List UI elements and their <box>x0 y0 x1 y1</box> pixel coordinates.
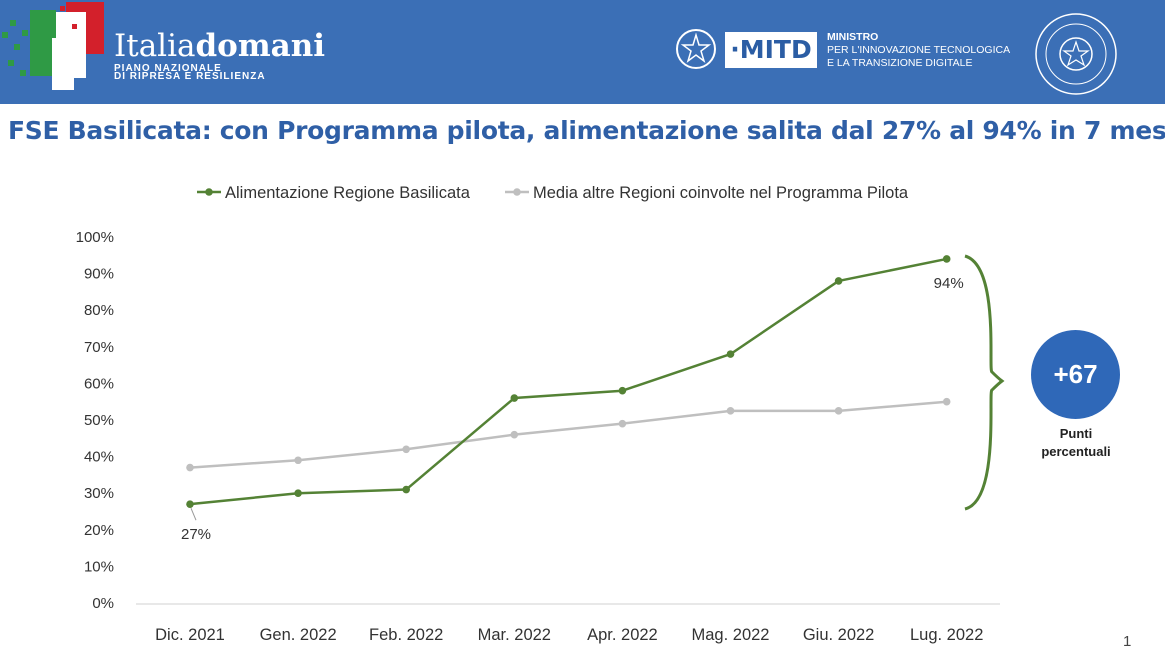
data-point <box>510 430 519 439</box>
data-label: 27% <box>181 526 211 543</box>
annotation-leader <box>190 507 197 521</box>
legend-swatch-marker <box>205 188 213 196</box>
delta-badge-caption: Punti percentuali <box>1026 425 1126 461</box>
x-tick-label: Giu. 2022 <box>803 626 875 644</box>
ministry-line-1: PER L'INNOVAZIONE TECNOLOGICA <box>827 44 1011 56</box>
chart-legend: Alimentazione Regione Basilicata Media al… <box>197 184 909 202</box>
series-1 <box>186 397 951 472</box>
header-bar: Italiadomani PIANO NAZIONALE DI RIPRESA … <box>0 0 1165 104</box>
y-tick-label: 10% <box>84 558 114 575</box>
data-point <box>726 350 735 358</box>
data-label: 94% <box>934 275 964 292</box>
delta-caption-line-2: percentuali <box>1041 444 1111 459</box>
y-tick-label: 50% <box>84 412 114 429</box>
y-tick-label: 80% <box>84 302 114 319</box>
legend-item: Alimentazione Regione Basilicata <box>197 184 471 202</box>
data-point <box>726 407 735 415</box>
data-point <box>618 419 627 428</box>
legend-swatch-marker <box>513 188 521 196</box>
data-point <box>618 386 627 395</box>
x-tick-label: Gen. 2022 <box>260 626 337 644</box>
legend-label: Media altre Regioni coinvolte nel Progra… <box>533 184 909 202</box>
data-point <box>402 445 411 454</box>
chart-annotations: 27% 94% <box>181 275 964 543</box>
data-point <box>402 485 411 494</box>
brand-title-bold: domani <box>195 28 326 64</box>
y-tick-label: 70% <box>84 339 114 356</box>
y-tick-label: 30% <box>84 485 114 502</box>
y-tick-label: 20% <box>84 522 114 539</box>
data-point <box>294 456 302 465</box>
x-tick-label: Mag. 2022 <box>692 626 770 644</box>
legend-label: Alimentazione Regione Basilicata <box>225 184 471 202</box>
x-axis: Dic. 2021 Gen. 2022 Feb. 2022 Mar. 2022 Apr.… <box>155 626 983 644</box>
chart-series <box>186 255 951 508</box>
x-tick-label: Lug. 2022 <box>910 626 983 644</box>
delta-caption-line-1: Punti <box>1059 426 1093 441</box>
data-point <box>834 407 843 415</box>
presidency-seal-icon <box>1035 13 1117 95</box>
ministry-title: MINISTRO <box>827 31 879 43</box>
y-tick-label: 60% <box>84 375 114 392</box>
x-tick-label: Feb. 2022 <box>369 626 443 644</box>
y-tick-label: 90% <box>84 266 114 283</box>
data-point <box>294 489 302 498</box>
ministry-line-2: E LA TRANSIZIONE DIGITALE <box>827 57 973 69</box>
x-tick-label: Apr. 2022 <box>587 626 658 644</box>
y-axis: 0% 10% 20% 30% 40% 50% 60% 70% 80% 90% 100% <box>76 229 114 612</box>
y-tick-label: 100% <box>76 229 114 246</box>
italia-domani-logo-icon <box>2 2 104 90</box>
series-0 <box>186 255 951 508</box>
data-point <box>186 500 194 508</box>
mitd-logo: ·MITD <box>725 32 817 68</box>
brand-subtitle-1: PIANO NAZIONALE <box>114 63 222 74</box>
series-line <box>189 257 947 506</box>
brand: Italiadomani PIANO NAZIONALE DI RIPRESA … <box>114 26 325 82</box>
x-tick-label: Dic. 2021 <box>155 626 225 644</box>
brand-title: Italiadomani <box>114 26 325 66</box>
italian-emblem-icon <box>676 29 716 69</box>
range-brace <box>964 254 1005 511</box>
page-title: FSE Basilicata: con Programma pilota, al… <box>8 116 1165 145</box>
x-tick-label: Mar. 2022 <box>478 626 551 644</box>
data-point <box>942 255 951 263</box>
y-tick-label: 0% <box>92 595 114 612</box>
legend-item: Media altre Regioni coinvolte nel Progra… <box>505 184 909 202</box>
data-point <box>834 277 843 285</box>
data-point <box>510 394 519 402</box>
brand-subtitle-2: DI RIPRESA E RESILIENZA <box>114 71 266 82</box>
series-line <box>189 400 947 469</box>
y-tick-label: 40% <box>84 449 114 466</box>
page-number: 1 <box>1123 633 1132 650</box>
data-point <box>942 397 951 406</box>
ministry-label: MINISTRO PER L'INNOVAZIONE TECNOLOGICA E… <box>827 31 1010 70</box>
data-point <box>186 463 194 472</box>
brand-title-light: Italia <box>114 28 196 64</box>
delta-badge: +67 <box>1031 330 1120 419</box>
